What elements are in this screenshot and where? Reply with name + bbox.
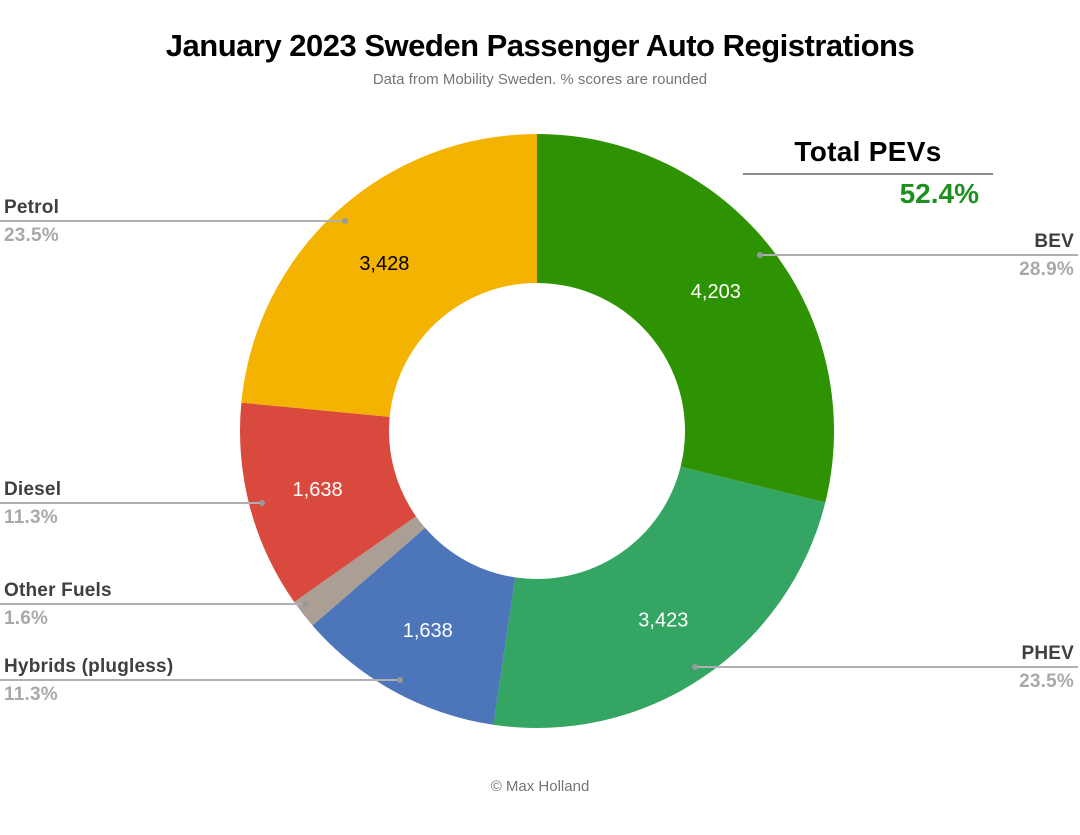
leader-line-other-fuels [0,603,305,605]
leader-dot-petrol [342,218,348,224]
leader-dot-diesel [259,500,265,506]
callout-phev-pct: 23.5% [1019,671,1074,692]
callout-phev-label: PHEV [1021,643,1074,664]
slice-value-petrol: 3,428 [359,253,409,275]
leader-dot-hybrids [397,677,403,683]
callout-petrol-pct: 23.5% [4,225,59,246]
total-pevs-value: 52.4% [899,178,979,209]
chart-subtitle: Data from Mobility Sweden. % scores are … [372,71,708,88]
callout-diesel-label: Diesel [4,479,62,500]
slice-other-fuels [294,516,426,626]
callout-hybrids: Hybrids (plugless) 11.3% [4,656,173,705]
leader-line-bev [760,254,1078,256]
leader-dot-bev [757,252,763,258]
leader-dot-phev [692,664,698,670]
callout-diesel-pct: 11.3% [4,507,58,528]
chart-credit: © Max Holland [490,778,590,795]
slice-hybrids [312,527,516,725]
slice-diesel [240,402,416,603]
leader-line-diesel [0,502,262,504]
callout-hybrids-label: Hybrids (plugless) [4,656,174,677]
callout-other-fuels-pct: 1.6% [4,608,49,629]
leader-line-hybrids [0,679,400,681]
callout-bev-label: BEV [1034,231,1074,252]
callout-petrol-label: Petrol [4,197,60,218]
callout-petrol: Petrol 23.5% [4,197,59,246]
slice-value-diesel: 1,638 [293,479,343,501]
slice-value-hybrids: 1,638 [403,620,453,642]
leader-line-petrol [0,220,345,222]
slice-phev [493,466,826,728]
callout-bev: BEV 28.9% [1019,231,1074,280]
total-pevs-annotation: Total PEVs 52.4% [743,136,993,210]
leader-line-phev [695,666,1078,668]
callout-bev-pct: 28.9% [1019,259,1074,280]
slice-petrol [241,134,537,417]
slice-value-bev: 4,203 [691,281,741,303]
callout-phev: PHEV 23.5% [1019,643,1074,692]
callout-other-fuels: Other Fuels 1.6% [4,580,112,629]
callout-hybrids-pct: 11.3% [4,684,58,705]
leader-dot-other-fuels [302,601,308,607]
callout-diesel: Diesel 11.3% [4,479,61,528]
total-pevs-label: Total PEVs [743,136,993,175]
slice-value-phev: 3,423 [638,610,688,632]
chart-title: January 2023 Sweden Passenger Auto Regis… [165,28,915,63]
callout-other-fuels-label: Other Fuels [4,580,112,601]
slice-bev [537,134,834,503]
